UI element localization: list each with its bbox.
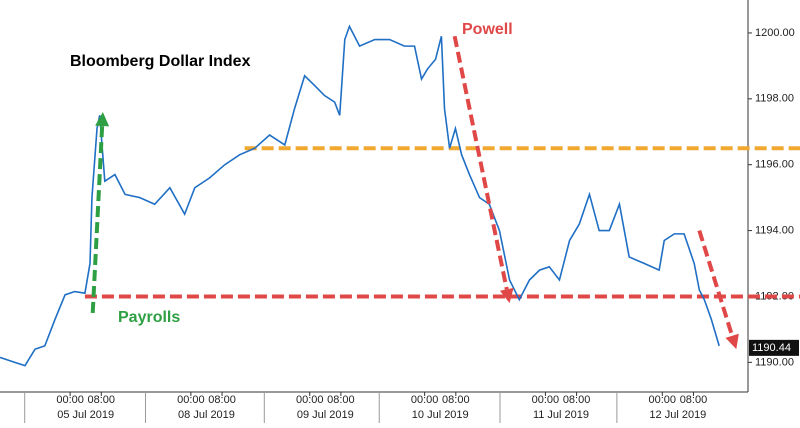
- y-tick-label: 1190.00: [755, 356, 794, 368]
- x-tick-label: 08:00: [442, 394, 470, 406]
- date-label: 09 Jul 2019: [297, 409, 354, 421]
- last-value-box: [749, 339, 799, 356]
- x-tick-label: 08:00: [208, 394, 236, 406]
- x-tick-label: 00:00: [649, 394, 677, 406]
- arrow: [697, 229, 735, 337]
- x-tick-label: 00:00: [177, 394, 205, 406]
- date-label: 10 Jul 2019: [412, 409, 469, 421]
- date-label: 08 Jul 2019: [178, 409, 235, 421]
- last-value-label: 1190.44: [752, 342, 791, 354]
- x-tick-label: 08:00: [88, 394, 116, 406]
- x-tick-label: 00:00: [296, 394, 324, 406]
- x-tick-label: 08:00: [327, 394, 355, 406]
- y-tick-label: 1196.00: [755, 159, 794, 171]
- arrow-head: [499, 287, 514, 304]
- annotation: Powell: [462, 21, 513, 38]
- x-tick-label: 08:00: [563, 394, 591, 406]
- date-label: 05 Jul 2019: [57, 409, 114, 421]
- y-tick-label: 1194.00: [755, 224, 794, 236]
- arrow-head: [725, 333, 739, 350]
- y-tick-label: 1198.00: [755, 93, 794, 105]
- date-label: 11 Jul 2019: [533, 409, 589, 421]
- annotation: Payrolls: [118, 309, 180, 326]
- y-tick-label: 1200.00: [755, 27, 795, 39]
- arrow: [452, 35, 509, 290]
- series-line: [0, 24, 720, 367]
- x-tick-label: 00:00: [411, 394, 439, 406]
- x-tick-label: 00:00: [532, 394, 560, 406]
- chart-title: Bloomberg Dollar Index: [70, 53, 251, 70]
- x-tick-label: 08:00: [680, 394, 708, 406]
- arrow-head: [95, 112, 110, 127]
- date-label: 12 Jul 2019: [649, 409, 706, 421]
- x-tick-label: 00:00: [56, 394, 84, 406]
